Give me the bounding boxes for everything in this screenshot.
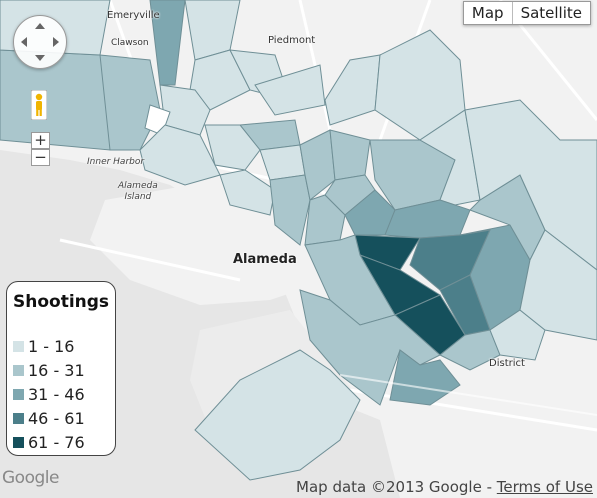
pan-right-icon[interactable] xyxy=(53,37,59,47)
legend-row: 31 - 46 xyxy=(13,382,115,406)
label-emeryville: Emeryville xyxy=(107,10,160,21)
google-logo: Google xyxy=(2,468,59,488)
label-district: District xyxy=(489,358,525,369)
legend-range-label: 31 - 46 xyxy=(28,384,85,404)
legend-range-label: 61 - 76 xyxy=(28,432,85,452)
label-alameda: Alameda xyxy=(233,252,297,267)
zoom-in-button[interactable]: + xyxy=(31,132,50,149)
legend-swatch xyxy=(13,388,24,400)
pan-control[interactable] xyxy=(13,15,67,69)
alameda-island-land xyxy=(90,185,300,305)
legend-row: 46 - 61 xyxy=(13,406,115,430)
legend-rows: 1 - 16 16 - 31 31 - 46 46 - 61 61 - 76 xyxy=(13,334,115,454)
pegman-icon[interactable] xyxy=(31,90,47,120)
legend-swatch xyxy=(13,364,24,376)
legend-title: Shootings xyxy=(13,292,110,312)
map-button[interactable]: Map xyxy=(471,4,504,22)
pan-up-icon[interactable] xyxy=(35,23,45,29)
terms-of-use-link[interactable]: Terms of Use xyxy=(496,478,593,496)
pan-left-icon[interactable] xyxy=(21,37,27,47)
map-data-text: Map data ©2013 Google - xyxy=(296,478,493,496)
label-clawson: Clawson xyxy=(111,38,149,48)
legend: Shootings 1 - 16 16 - 31 31 - 46 46 - 61 61 … xyxy=(6,281,116,456)
legend-swatch xyxy=(13,340,24,352)
label-alameda-island: Alameda Island xyxy=(118,181,158,202)
map-type-control: Map Satellite xyxy=(462,1,591,25)
legend-row: 1 - 16 xyxy=(13,334,115,358)
pan-down-icon[interactable] xyxy=(35,55,45,61)
attribution: Map data ©2013 Google - Terms of Use xyxy=(296,478,593,496)
legend-range-label: 1 - 16 xyxy=(28,336,75,356)
legend-swatch xyxy=(13,436,24,448)
label-piedmont: Piedmont xyxy=(268,35,316,46)
pan-arrows-icon xyxy=(21,23,59,61)
legend-range-label: 16 - 31 xyxy=(28,360,85,380)
legend-range-label: 46 - 61 xyxy=(28,408,85,428)
zoom-out-button[interactable]: − xyxy=(31,149,50,166)
satellite-button[interactable]: Satellite xyxy=(511,2,590,24)
legend-row: 61 - 76 xyxy=(13,430,115,454)
label-inner-harbor: Inner Harbor xyxy=(87,157,145,167)
legend-row: 16 - 31 xyxy=(13,358,115,382)
legend-swatch xyxy=(13,412,24,424)
